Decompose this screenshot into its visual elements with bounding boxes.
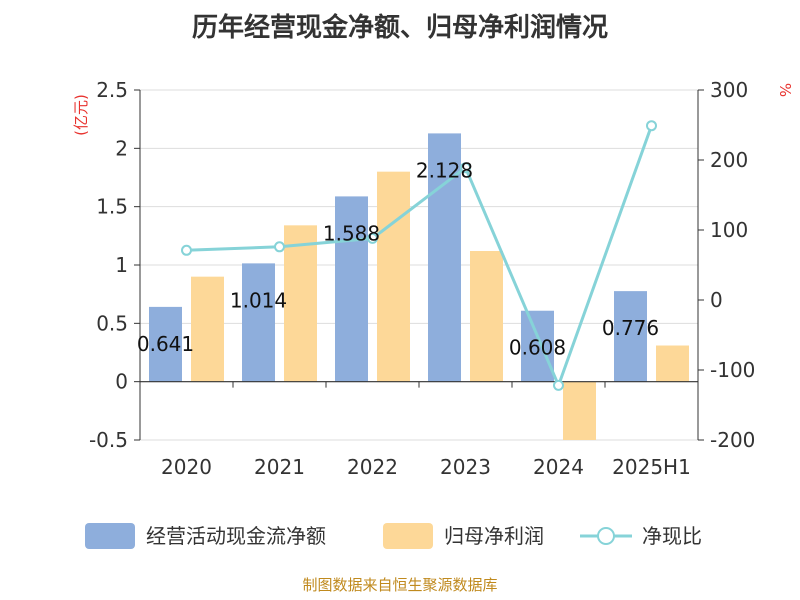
right-tick-label: 100 [710,218,748,242]
netprofit-bar [656,345,689,382]
left-tick-label: -0.5 [89,428,128,452]
left-tick-label: 1.5 [96,195,128,219]
right-tick-label: -100 [710,358,755,382]
netprofit-bar [470,251,503,382]
x-tick-label: 2024 [533,455,584,479]
data-labels: 0.641 1.014 1.588 2.128 0.608 0.776 [137,158,659,359]
x-tick-label: 2021 [254,455,305,479]
cashflow-bar [521,310,554,382]
source-note: 制图数据来自恒生聚源数据库 [302,576,497,594]
axes: 2.5 2 1.5 1 0.5 0 -0.5 300 200 100 0 -100 -200 2020 20… [89,78,755,479]
x-tick-label: 2022 [347,455,398,479]
legend-cashflow-label: 经营活动现金流净额 [146,524,326,548]
legend: 经营活动现金流净额 归母净利润 净现比 [85,523,702,549]
right-tick-label: 300 [710,78,748,102]
left-tick-label: 2.5 [96,78,128,102]
cashflow-bar [149,306,182,382]
left-tick-label: 2 [115,136,128,160]
right-tick-label: 0 [710,288,723,312]
bar-data-label: 0.641 [137,332,194,356]
legend-ratio-label: 净现比 [642,524,702,548]
ratio-point [553,379,564,391]
legend-netprofit-label: 归母净利润 [444,524,544,548]
ratio-line [181,120,657,391]
netprofit-bar [377,171,410,382]
ratio-point [367,232,378,244]
left-axis-unit: (亿元) [72,94,90,136]
bars [149,133,689,440]
ratio-point [646,120,657,132]
bar-data-label: 0.776 [602,316,659,340]
legend-ratio-marker [597,527,615,545]
ratio-polyline [186,125,653,390]
legend-cashflow-swatch [85,523,135,549]
legend-netprofit-swatch [383,523,433,549]
right-axis-unit: % [776,83,794,97]
cashflow-bar [242,263,275,382]
cashflow-bar [335,196,368,382]
left-tick-label: 0.5 [96,311,128,335]
cashflow-bar [614,291,647,382]
netprofit-bar [563,381,596,440]
x-tick-label: 2023 [440,455,491,479]
ratio-point [181,244,192,256]
x-tick-label: 2025H1 [612,455,691,479]
left-tick-label: 1 [115,253,128,277]
bar-data-label: 0.608 [509,336,566,360]
x-tick-label: 2020 [161,455,212,479]
ratio-point [460,162,471,174]
bar-data-label: 2.128 [416,158,473,182]
bar-data-label: 1.014 [230,288,287,312]
chart-title: 历年经营现金净额、归母净利润情况 [192,12,608,43]
right-tick-label: -200 [710,428,755,452]
netprofit-bar [284,225,317,382]
right-tick-label: 200 [710,148,748,172]
ratio-point [274,241,285,253]
left-tick-label: 0 [115,370,128,394]
bar-data-label: 1.588 [323,221,380,245]
netprofit-bar [191,276,224,382]
